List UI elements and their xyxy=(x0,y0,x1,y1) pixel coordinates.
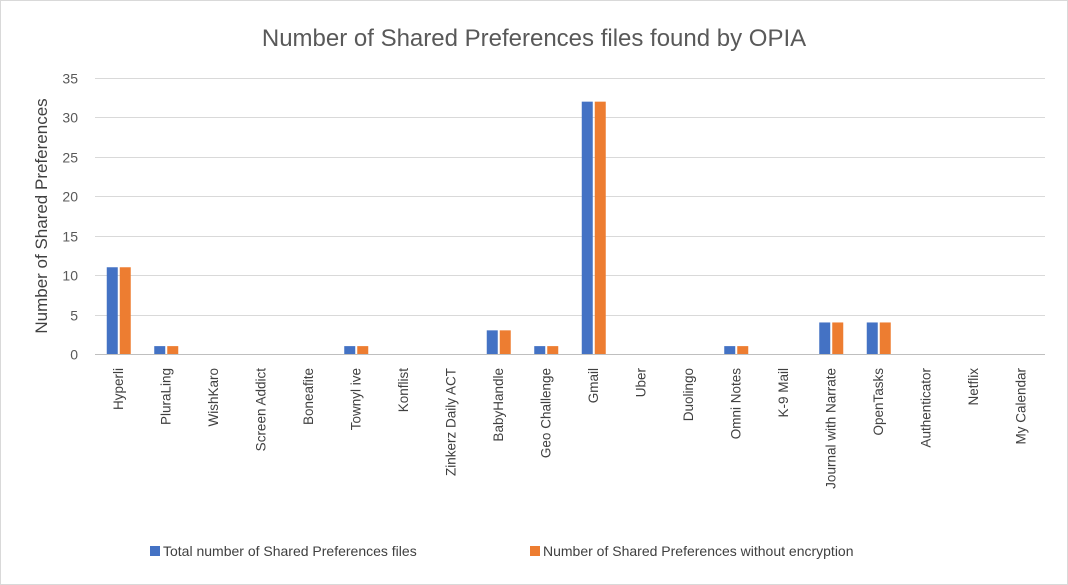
x-category-label: Konflist xyxy=(396,368,411,413)
gridlines xyxy=(95,78,1045,316)
x-category-label: Geo Challenge xyxy=(538,368,553,458)
x-category-label: Screen Addict xyxy=(253,368,268,452)
x-category-label: Gmail xyxy=(586,368,601,403)
legend-swatch xyxy=(530,546,540,556)
y-axis-ticks: 0 5 10 15 20 25 30 35 xyxy=(62,71,78,363)
x-category-label: Uber xyxy=(633,368,648,398)
bar-unencrypted xyxy=(879,322,891,354)
bar-total xyxy=(819,322,831,354)
bar-total xyxy=(344,346,356,354)
x-category-label: Zinkerz Daily ACT xyxy=(443,368,458,476)
bar-unencrypted xyxy=(167,346,179,354)
bar-total xyxy=(724,346,736,354)
bar-total xyxy=(486,330,498,354)
x-category-label: My Calendar xyxy=(1013,367,1028,444)
y-tick-label: 5 xyxy=(70,308,78,324)
bars xyxy=(106,101,891,355)
x-category-label: Townyl ive xyxy=(348,368,363,430)
legend-label: Total number of Shared Preferences files xyxy=(163,543,417,559)
chart-title: Number of Shared Preferences files found… xyxy=(262,25,806,52)
x-category-label: BabyHandle xyxy=(491,368,506,442)
bar-unencrypted xyxy=(499,330,511,354)
y-tick-label: 20 xyxy=(62,189,78,205)
x-category-label: Authenticator xyxy=(918,368,933,448)
bar-unencrypted xyxy=(737,346,749,354)
legend-label: Number of Shared Preferences without enc… xyxy=(543,543,854,559)
bar-total xyxy=(866,322,878,354)
legend-swatch xyxy=(150,546,160,556)
y-tick-label: 15 xyxy=(62,229,78,245)
x-category-label: PluraLing xyxy=(158,368,173,425)
x-category-label: Duolingo xyxy=(681,368,696,421)
x-category-label: Omni Notes xyxy=(728,368,743,440)
x-category-label: Hyperli xyxy=(111,368,126,410)
bar-unencrypted xyxy=(119,267,131,354)
y-tick-label: 0 xyxy=(70,347,78,363)
y-tick-label: 30 xyxy=(62,110,78,126)
bar-unencrypted xyxy=(357,346,369,354)
x-axis-category-labels: Hyperli PluraLing WishKaro Screen Addict Bon… xyxy=(111,367,1029,488)
bar-total xyxy=(154,346,166,354)
bar-unencrypted xyxy=(547,346,559,354)
x-category-label: WishKaro xyxy=(206,368,221,427)
y-axis-label: Number of Shared Preferences xyxy=(32,98,51,333)
legend: Total number of Shared Preferences files… xyxy=(150,543,854,559)
x-category-label: K-9 Mail xyxy=(776,368,791,418)
x-category-label: Boneafite xyxy=(301,368,316,425)
y-tick-label: 35 xyxy=(62,71,78,87)
x-category-label: Netflix xyxy=(966,368,981,406)
x-category-label: Journal with Narrate xyxy=(823,368,838,489)
bar-total xyxy=(581,101,593,355)
bar-unencrypted xyxy=(594,101,606,355)
y-tick-label: 10 xyxy=(62,268,78,284)
bar-total xyxy=(106,267,118,354)
y-tick-label: 25 xyxy=(62,150,78,166)
bar-unencrypted xyxy=(832,322,844,354)
x-category-label: OpenTasks xyxy=(871,368,886,436)
bar-total xyxy=(534,346,546,354)
